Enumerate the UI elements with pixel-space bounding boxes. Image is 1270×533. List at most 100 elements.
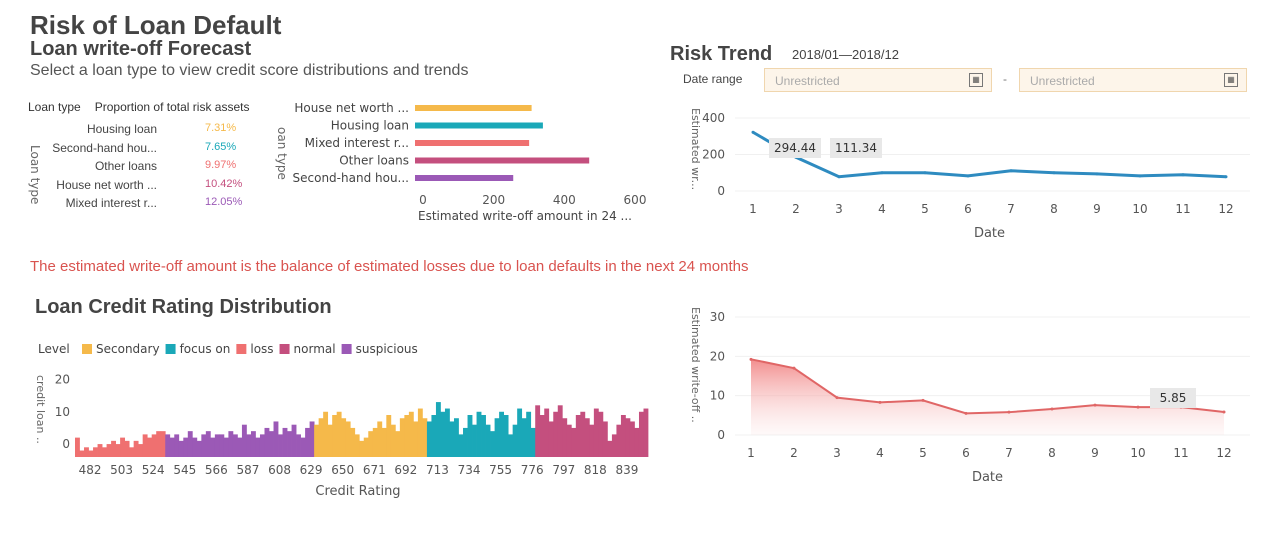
histogram-bar [169,437,175,457]
histogram-bar [205,431,211,457]
bar [415,122,543,129]
histogram-bar [377,421,383,457]
histogram-bar [232,434,238,457]
x-tick-label: 200 [482,193,505,207]
histogram-bar [503,415,509,457]
legend-item: focus on [180,342,231,356]
histogram-bar [264,427,270,457]
y-tick-label: 400 [702,111,725,125]
data-point [751,130,755,134]
y-tick-label: 0 [717,428,725,442]
histogram-bar [571,427,577,457]
x-tick-label: 671 [363,463,386,477]
y-axis-label: Estimated wr... [689,108,702,190]
y-tick-label: 20 [55,372,70,386]
series-line [750,358,1225,415]
histogram-bar [426,421,432,457]
histogram-bar [214,434,220,457]
histogram-bar [548,421,554,457]
page-title: Risk of Loan Default [30,10,282,40]
loan-type-cell: Second-hand hou... [52,140,157,155]
histogram-bar [178,440,184,457]
x-tick-label: 524 [142,463,165,477]
histogram-bar [287,431,292,457]
x-tick-label: 755 [489,463,512,477]
y-axis-label: credit loan .. [34,375,47,444]
histogram-bar [111,440,116,457]
histogram-bar [575,415,581,457]
data-point [1009,169,1013,173]
histogram-bar [359,440,365,457]
histogram-bar [133,440,139,457]
write-off-note: The estimated write-off amount is the ba… [30,258,749,275]
data-point [1138,174,1142,178]
legend-title: Level [38,342,70,356]
histogram-bar [566,424,572,457]
date-range-label: Date range [683,72,743,86]
calendar-icon[interactable]: ▦ [969,73,983,87]
x-tick-label: 0 [419,193,427,207]
legend-swatch [236,344,247,354]
histogram-bar [345,421,351,457]
table-row[interactable]: House net worth ... 10.42% [22,178,249,197]
x-tick-label: 11 [1175,202,1190,216]
histogram-bar [314,424,320,457]
data-point [835,396,839,400]
x-tick-label: 10 [1132,202,1147,216]
x-tick-label: 734 [458,463,481,477]
data-point [1052,171,1056,175]
x-tick-label: 545 [173,463,196,477]
data-point [1050,407,1054,411]
x-tick-label: 11 [1173,446,1188,460]
x-tick-label: 12 [1216,446,1231,460]
histogram-bar [467,415,473,457]
histogram-bar [183,437,189,457]
histogram-bar [282,427,288,457]
x-tick-label: 8 [1050,202,1058,216]
histogram-bar [368,431,374,457]
calendar-icon[interactable]: ▦ [1224,73,1238,87]
x-tick-label: 2 [790,446,798,460]
table-row[interactable]: Mixed interest r... 12.05% [22,196,249,215]
histogram-bar [269,431,274,457]
histogram-bar [372,427,378,457]
histogram-bar [165,434,171,457]
histogram-bar [84,447,89,457]
x-tick-label: 7 [1005,446,1013,460]
end-date-input[interactable]: Unrestricted ▦ [1019,68,1247,92]
x-tick-label: 482 [79,463,102,477]
table-row[interactable]: Housing loan 7.31% [22,122,249,141]
histogram-bar [106,444,112,457]
table-row[interactable]: Other loans 9.97% [22,159,249,178]
x-tick-label: 12 [1218,202,1233,216]
histogram-bar [417,408,423,457]
x-tick-label: 3 [833,446,841,460]
bar [415,175,514,181]
data-point [1224,175,1228,179]
histogram-bar [300,437,306,457]
y-tick-label: 200 [702,148,725,162]
header-loan-type: Loan type [28,100,81,114]
x-tick-label: 4 [878,202,886,216]
start-date-input[interactable]: Unrestricted ▦ [764,68,992,92]
histogram-bar [616,424,622,457]
data-point [923,171,927,175]
histogram-bar [219,434,225,457]
histogram-bar [521,418,527,457]
x-tick-label: 650 [331,463,354,477]
data-point [921,398,925,402]
histogram-bar [259,434,265,457]
data-point [1007,410,1011,414]
date-separator: - [1003,72,1007,86]
histogram-bar [97,444,103,457]
x-tick-label: 1 [747,446,755,460]
bar [415,105,532,111]
table-row[interactable]: Second-hand hou... 7.65% [22,141,249,160]
histogram-bar [196,440,202,457]
histogram-bar [75,437,80,457]
series-line [752,130,1227,179]
data-point [792,366,796,370]
x-tick-label: 10 [1130,446,1145,460]
